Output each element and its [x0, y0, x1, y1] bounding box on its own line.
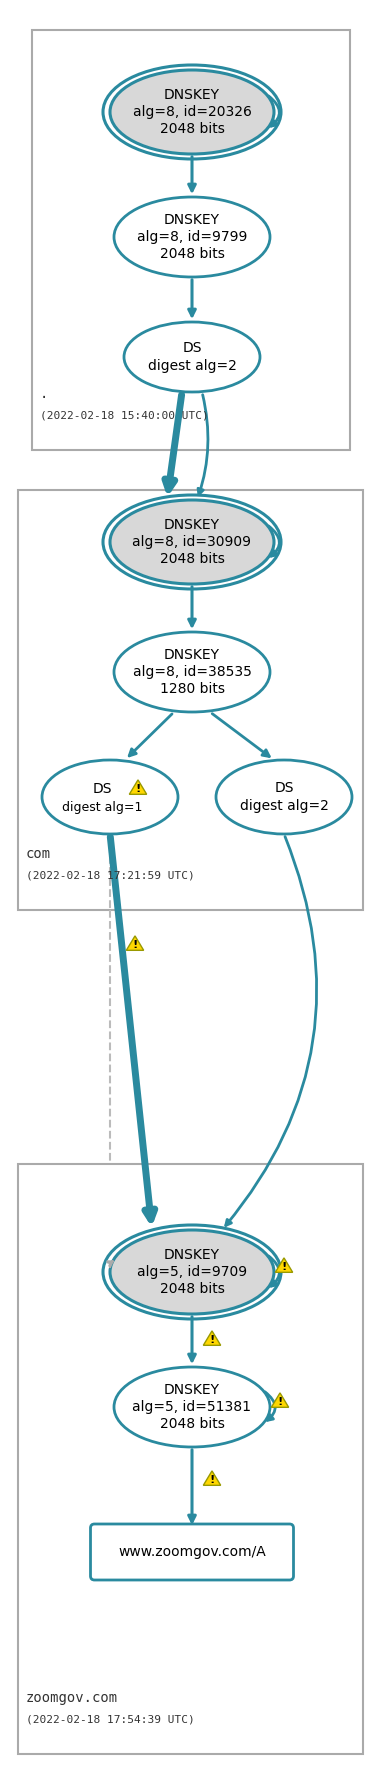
Text: !: ! — [135, 783, 141, 794]
Ellipse shape — [216, 760, 352, 835]
Text: (2022-02-18 17:21:59 UTC): (2022-02-18 17:21:59 UTC) — [26, 870, 195, 881]
Ellipse shape — [124, 323, 260, 392]
Text: !: ! — [209, 1474, 215, 1485]
Text: DNSKEY
alg=8, id=38535
1280 bits: DNSKEY alg=8, id=38535 1280 bits — [133, 649, 251, 696]
Ellipse shape — [110, 500, 274, 585]
Text: !: ! — [281, 1262, 287, 1272]
Text: .: . — [40, 386, 49, 400]
Ellipse shape — [110, 1230, 274, 1315]
Text: DNSKEY
alg=5, id=51381
2048 bits: DNSKEY alg=5, id=51381 2048 bits — [133, 1382, 252, 1432]
Polygon shape — [203, 1471, 221, 1485]
Ellipse shape — [110, 71, 274, 154]
Ellipse shape — [114, 197, 270, 276]
Text: www.zoomgov.com/A: www.zoomgov.com/A — [118, 1545, 266, 1559]
Text: !: ! — [132, 939, 138, 950]
Ellipse shape — [114, 1366, 270, 1448]
Text: DNSKEY
alg=8, id=20326
2048 bits: DNSKEY alg=8, id=20326 2048 bits — [133, 87, 251, 136]
Polygon shape — [203, 1331, 221, 1345]
Text: DS
digest alg=2: DS digest alg=2 — [147, 342, 236, 372]
Text: zoomgov.com: zoomgov.com — [26, 1690, 118, 1705]
Polygon shape — [129, 780, 147, 794]
Ellipse shape — [114, 633, 270, 712]
Ellipse shape — [42, 760, 178, 835]
Text: (2022-02-18 17:54:39 UTC): (2022-02-18 17:54:39 UTC) — [26, 1714, 195, 1724]
Text: !: ! — [277, 1396, 283, 1407]
Bar — [32, 30, 350, 450]
Text: !: ! — [209, 1334, 215, 1345]
Text: digest alg=1: digest alg=1 — [62, 801, 142, 813]
Bar — [18, 1164, 363, 1754]
Text: DNSKEY
alg=5, id=9709
2048 bits: DNSKEY alg=5, id=9709 2048 bits — [137, 1247, 247, 1297]
Polygon shape — [126, 936, 144, 950]
Text: com: com — [26, 847, 51, 861]
FancyBboxPatch shape — [91, 1524, 293, 1581]
Text: (2022-02-18 15:40:00 UTC): (2022-02-18 15:40:00 UTC) — [40, 409, 209, 420]
Polygon shape — [271, 1393, 289, 1407]
Text: DNSKEY
alg=8, id=9799
2048 bits: DNSKEY alg=8, id=9799 2048 bits — [137, 213, 247, 260]
Bar — [18, 491, 363, 911]
Text: DNSKEY
alg=8, id=30909
2048 bits: DNSKEY alg=8, id=30909 2048 bits — [133, 517, 252, 567]
Polygon shape — [275, 1258, 293, 1272]
Text: DS
digest alg=2: DS digest alg=2 — [240, 781, 329, 813]
Text: DS: DS — [92, 781, 112, 796]
